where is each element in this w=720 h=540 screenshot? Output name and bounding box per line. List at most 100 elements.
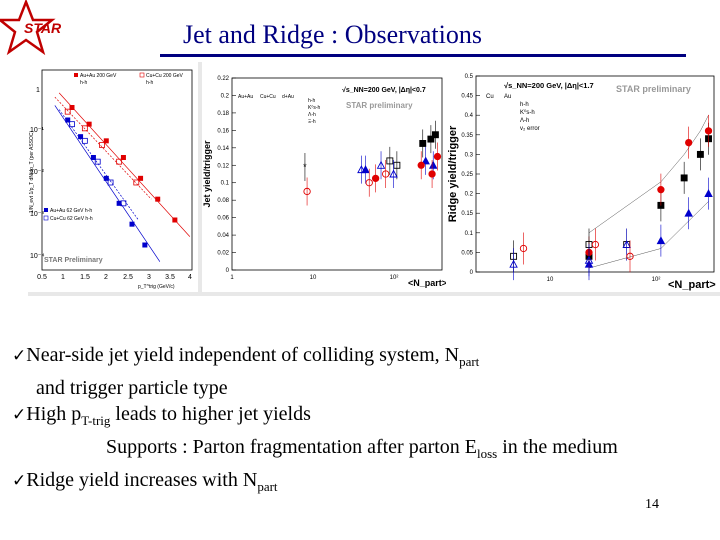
jet-point (427, 135, 435, 143)
jet-watermark: STAR preliminary (346, 101, 413, 110)
jet-ytick: 0.08 (217, 198, 229, 204)
jet-point: * (303, 162, 307, 172)
spectra-point (142, 242, 148, 248)
ridge-ytick: 0.05 (461, 250, 473, 256)
jet-point (376, 160, 386, 169)
ridge-point (680, 174, 688, 182)
ridge-band-lower (588, 201, 709, 269)
ridge-point (622, 240, 631, 249)
bullet-1: ✓Near-side jet yield independent of coll… (12, 344, 480, 369)
spectra-ylabel: 1/N_evt 1/p_T dN/dp_T (per ASSOC) (29, 130, 35, 213)
jet-ytick: 0.1 (221, 181, 230, 187)
ridge-point (685, 138, 693, 147)
jet-ytick: 0.18 (217, 111, 229, 117)
ridge-yticks: 0 0.05 0.1 0.15 0.2 0.25 0.3 0.35 0.4 0.45 0.5 (461, 74, 480, 276)
spectra-xtick: 3.5 (165, 274, 175, 281)
star-logo-text: STAR (24, 20, 62, 36)
spectra-xtick: 1.5 (80, 274, 90, 281)
spectra-legend-cc200: Cu+Cu 200 GeV (146, 73, 183, 79)
jet-legend-species: Ξ-h (308, 119, 316, 125)
jet-marks: * (303, 120, 442, 206)
ridge-energy: √s_NN=200 GeV, |Δη|<1.7 (504, 81, 594, 90)
page-title: Jet and Ridge : Observations (183, 20, 482, 49)
jet-legend-species: K⁰s-h (308, 105, 321, 111)
spectra-xtick: 4 (188, 274, 192, 281)
ridge-ytick: 0.5 (465, 74, 474, 80)
spectra-point (65, 117, 71, 123)
spectra-point (99, 142, 105, 148)
ridge-ytick: 0.45 (461, 94, 473, 100)
ridge-marks (509, 114, 713, 281)
spectra-ytick: 1 (36, 87, 40, 94)
jet-ytick: 0.2 (221, 93, 230, 99)
jet-xtick: 10 (310, 275, 317, 281)
jet-ytick: 0.22 (217, 76, 229, 82)
jet-point (371, 174, 380, 183)
spectra-xtick: 2.5 (123, 274, 133, 281)
jet-ytick: 0.16 (217, 128, 229, 134)
checkmark-icon: ✓ (12, 471, 27, 491)
ridge-point (657, 186, 665, 194)
jet-xtick: 10² (390, 275, 399, 281)
slide-number: 14 (645, 497, 659, 512)
spectra-point (86, 121, 92, 127)
spectra-legend-cc62: Cu+Cu 62 GeV h-h (50, 216, 93, 222)
jet-point (428, 170, 436, 178)
ridge-ytick: 0.35 (461, 133, 473, 139)
jet-xtick: 1 (230, 275, 234, 281)
bullet-2: ✓High pT-trig leads to higher jet yields (12, 403, 311, 428)
jet-point (431, 131, 439, 139)
ridge-xtick: 10² (652, 277, 661, 283)
spectra-point (94, 158, 101, 165)
title-divider (160, 54, 686, 57)
ridge-watermark: STAR preliminary (616, 84, 691, 94)
spectra-point (81, 125, 88, 132)
ridge-point (584, 255, 594, 264)
spectra-fit-line (58, 92, 191, 237)
ridge-band-upper (588, 115, 709, 234)
jet-point (433, 152, 442, 161)
spectra-frame (41, 69, 193, 271)
spectra-point (64, 108, 71, 115)
bullet-list: ✓Near-side jet yield independent of coll… (12, 342, 712, 500)
ridge-legend-species: h-h (520, 102, 529, 108)
ridge-legend-species: v₂ error (520, 126, 540, 132)
jet-point (365, 179, 373, 187)
spectra-legend-aa200: Au+Au 200 GeV (80, 73, 117, 79)
ridge-legend-species: K⁰s-h (520, 109, 535, 116)
star-logo: STAR (0, 0, 62, 56)
ridge-ytick: 0 (470, 270, 474, 276)
spectra-point (138, 175, 144, 181)
jet-ytick: 0 (226, 268, 230, 274)
spectra-point (120, 155, 126, 160)
jet-ylabel: Jet yield/trigger (202, 140, 212, 208)
jet-point (386, 157, 394, 165)
jet-ytick: 0.14 (217, 146, 229, 152)
figure-strip: 1/N_evt 1/p_T dN/dp_T (per ASSOC) p_T^tr… (28, 62, 720, 296)
spectra-point (129, 221, 135, 227)
spectra-point (69, 105, 75, 110)
spectra-point (155, 196, 161, 202)
spectra-legend-hh2: h-h (146, 80, 153, 86)
jet-ytick: 0.02 (217, 251, 229, 257)
spectra-point (81, 137, 88, 144)
jet-legend-species: h-h (308, 98, 315, 104)
spectra-ytick: 10⁻⁴ (30, 253, 45, 260)
ridge-ytick: 0.4 (465, 113, 474, 119)
ridge-xlabel: <N_part> (668, 279, 716, 291)
jet-point (393, 161, 401, 169)
ridge-ytick: 0.2 (465, 192, 474, 198)
ridge-ytick: 0.25 (461, 172, 473, 178)
spectra-xtick: 2 (104, 274, 108, 281)
spectra-ytick: 10⁻² (30, 169, 44, 176)
checkmark-icon: ✓ (12, 346, 27, 366)
jet-yticks: 0 0.02 0.04 0.06 0.08 0.1 0.12 0.14 0.16 0.18 0.2 0… (217, 76, 236, 274)
spectra-point (116, 200, 122, 206)
spectra-point (103, 138, 109, 144)
checkmark-icon: ✓ (12, 405, 27, 425)
jet-ytick: 0.04 (217, 233, 229, 239)
spectra-legend-hh1: h-h (80, 80, 87, 86)
spectra-point (133, 179, 140, 186)
jet-xlabel: <N_part> (408, 278, 446, 288)
spectra-marks (54, 92, 191, 262)
